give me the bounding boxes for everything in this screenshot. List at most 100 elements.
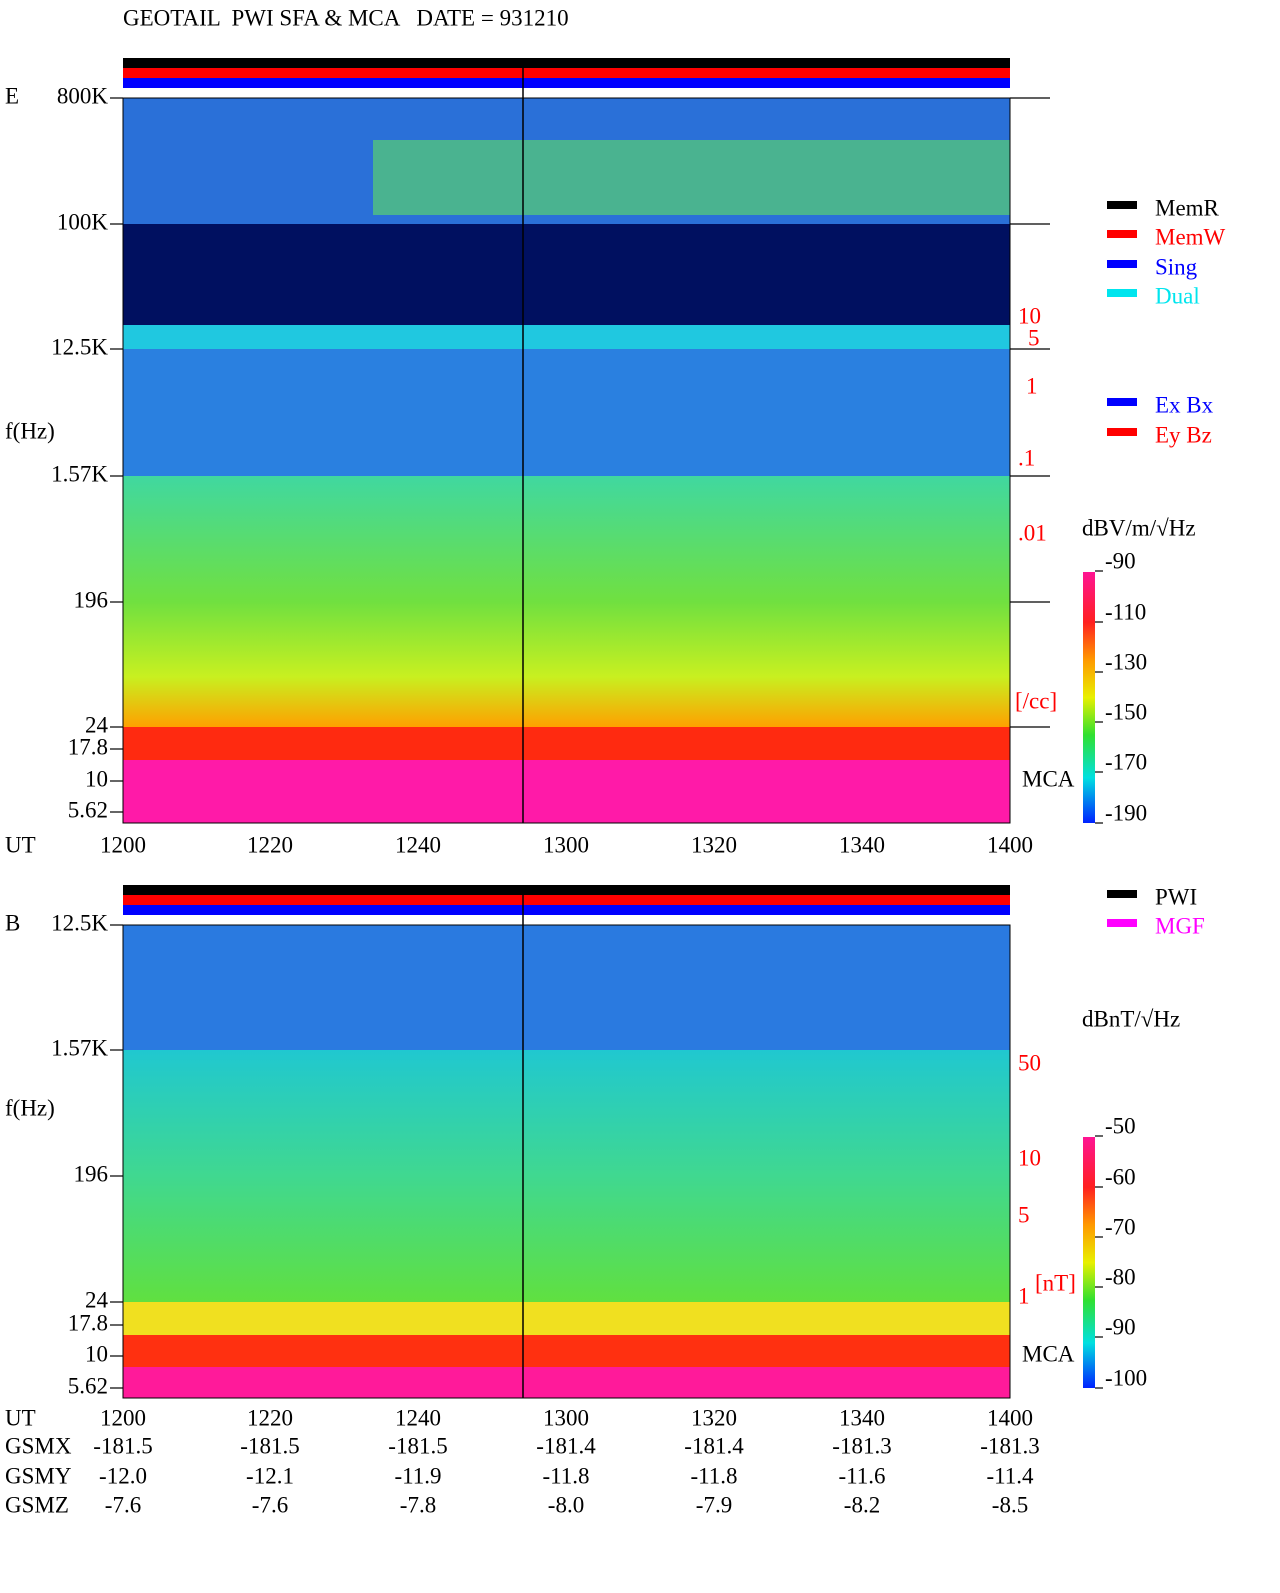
y-tick-label: 1.57K: [51, 461, 108, 486]
spectrogram-band: [123, 727, 1010, 760]
colorbar-tick-label: -70: [1105, 1214, 1136, 1239]
legend-label: Sing: [1155, 254, 1198, 279]
x-tick-label: 1400: [987, 832, 1033, 857]
colorbar-tick-label: -80: [1105, 1264, 1136, 1289]
density-scale-label: 5: [1028, 325, 1040, 350]
colorbar-label: dBnT/√Hz: [1082, 1006, 1180, 1031]
colorbar-tick-label: -150: [1105, 699, 1147, 724]
y-tick-label: 24: [85, 712, 109, 737]
plot-frame: [122, 924, 1011, 1399]
colorbar: [1083, 572, 1095, 823]
legend-swatch: [1107, 201, 1137, 209]
y-axis-label: f(Hz): [5, 1095, 55, 1120]
density-scale-label: 1: [1018, 1283, 1030, 1308]
y-axis-label: f(Hz): [5, 418, 55, 443]
spectrogram-band: [123, 1050, 1010, 1302]
x-axis-label: UT: [5, 1405, 36, 1430]
colorbar-tick-label: -90: [1105, 548, 1136, 573]
colorbar-tick-label: -60: [1105, 1164, 1136, 1189]
legend-swatch: [1107, 260, 1137, 268]
orbit-row-label: GSMX: [5, 1433, 72, 1458]
orbit-value: -8.5: [992, 1492, 1028, 1517]
x-tick-label: 1200: [100, 1405, 146, 1430]
orbit-value: -181.3: [832, 1433, 891, 1458]
legend-swatch: [1107, 398, 1137, 406]
legend-label: PWI: [1155, 884, 1197, 909]
mca-label: MCA: [1022, 1341, 1075, 1366]
spectrogram-band: [123, 925, 1010, 1050]
spectrogram-band: [123, 1367, 1010, 1398]
x-tick-label: 1320: [691, 1405, 737, 1430]
component-label: B: [5, 910, 20, 935]
orbit-value: -7.9: [696, 1492, 732, 1517]
orbit-value: -12.1: [246, 1463, 294, 1488]
y-tick-label: 5.62: [68, 797, 108, 822]
spectrogram-band: [123, 1335, 1010, 1367]
density-scale-label: 10: [1018, 1145, 1041, 1170]
y-tick-label: 1.57K: [51, 1035, 108, 1060]
colorbar-tick-label: -130: [1105, 649, 1147, 674]
colorbar: [1083, 1137, 1095, 1388]
density-scale-label: [nT]: [1035, 1270, 1076, 1295]
x-tick-label: 1240: [395, 1405, 441, 1430]
x-tick-label: 1220: [247, 832, 293, 857]
orbit-row-label: GSMY: [5, 1463, 72, 1488]
x-tick-label: 1340: [839, 832, 885, 857]
orbit-value: -11.8: [542, 1463, 589, 1488]
orbit-value: -181.3: [980, 1433, 1039, 1458]
orbit-value: -8.2: [844, 1492, 880, 1517]
emission-band: [373, 140, 1010, 215]
orbit-value: -181.4: [684, 1433, 744, 1458]
colorbar-tick-label: -100: [1105, 1365, 1147, 1390]
plot-frame: [122, 97, 1011, 824]
density-scale-label: .01: [1018, 520, 1047, 545]
x-tick-label: 1240: [395, 832, 441, 857]
orbit-value: -11.6: [838, 1463, 885, 1488]
spectrogram-band: [123, 476, 1010, 727]
component-label: E: [5, 83, 19, 108]
x-axis-label: UT: [5, 832, 36, 857]
y-tick-label: 800K: [57, 83, 109, 108]
status-bar: [123, 68, 1010, 78]
title: GEOTAIL PWI SFA & MCA DATE = 931210: [123, 5, 569, 30]
orbit-value: -181.5: [388, 1433, 447, 1458]
y-tick-label: 196: [74, 1161, 109, 1186]
x-tick-label: 1320: [691, 832, 737, 857]
status-bar: [123, 885, 1010, 895]
x-tick-label: 1400: [987, 1405, 1033, 1430]
orbit-value: -181.5: [240, 1433, 299, 1458]
orbit-value: -7.8: [400, 1492, 436, 1517]
orbit-value: -7.6: [252, 1492, 288, 1517]
orbit-value: -11.8: [690, 1463, 737, 1488]
x-tick-label: 1300: [543, 1405, 589, 1430]
legend-swatch: [1107, 428, 1137, 436]
orbit-value: -11.4: [986, 1463, 1034, 1488]
x-tick-label: 1220: [247, 1405, 293, 1430]
orbit-value: -11.9: [394, 1463, 441, 1488]
status-bar: [123, 905, 1010, 915]
status-bar: [123, 58, 1010, 68]
legend-label: Dual: [1155, 283, 1200, 308]
orbit-value: -181.4: [536, 1433, 596, 1458]
density-scale-label: 10: [1018, 303, 1041, 328]
legend-swatch: [1107, 230, 1137, 238]
density-scale-label: 1: [1026, 373, 1038, 398]
y-tick-label: 24: [85, 1287, 109, 1312]
y-tick-label: 12.5K: [51, 334, 108, 359]
status-bar: [123, 895, 1010, 905]
legend-swatch: [1107, 289, 1137, 297]
y-tick-label: 12.5K: [51, 910, 108, 935]
colorbar-tick-label: -170: [1105, 749, 1147, 774]
legend-label: MemR: [1155, 195, 1220, 220]
orbit-value: -8.0: [548, 1492, 584, 1517]
x-tick-label: 1300: [543, 832, 589, 857]
density-scale-label: 50: [1018, 1050, 1041, 1075]
colorbar-label: dBV/m/√Hz: [1082, 515, 1196, 540]
y-tick-label: 10: [85, 766, 108, 791]
colorbar-tick-label: -190: [1105, 800, 1147, 825]
mca-label: MCA: [1022, 766, 1075, 791]
legend-swatch: [1107, 919, 1137, 927]
orbit-row-label: GSMZ: [5, 1492, 69, 1517]
spectrogram-band: [123, 325, 1010, 349]
